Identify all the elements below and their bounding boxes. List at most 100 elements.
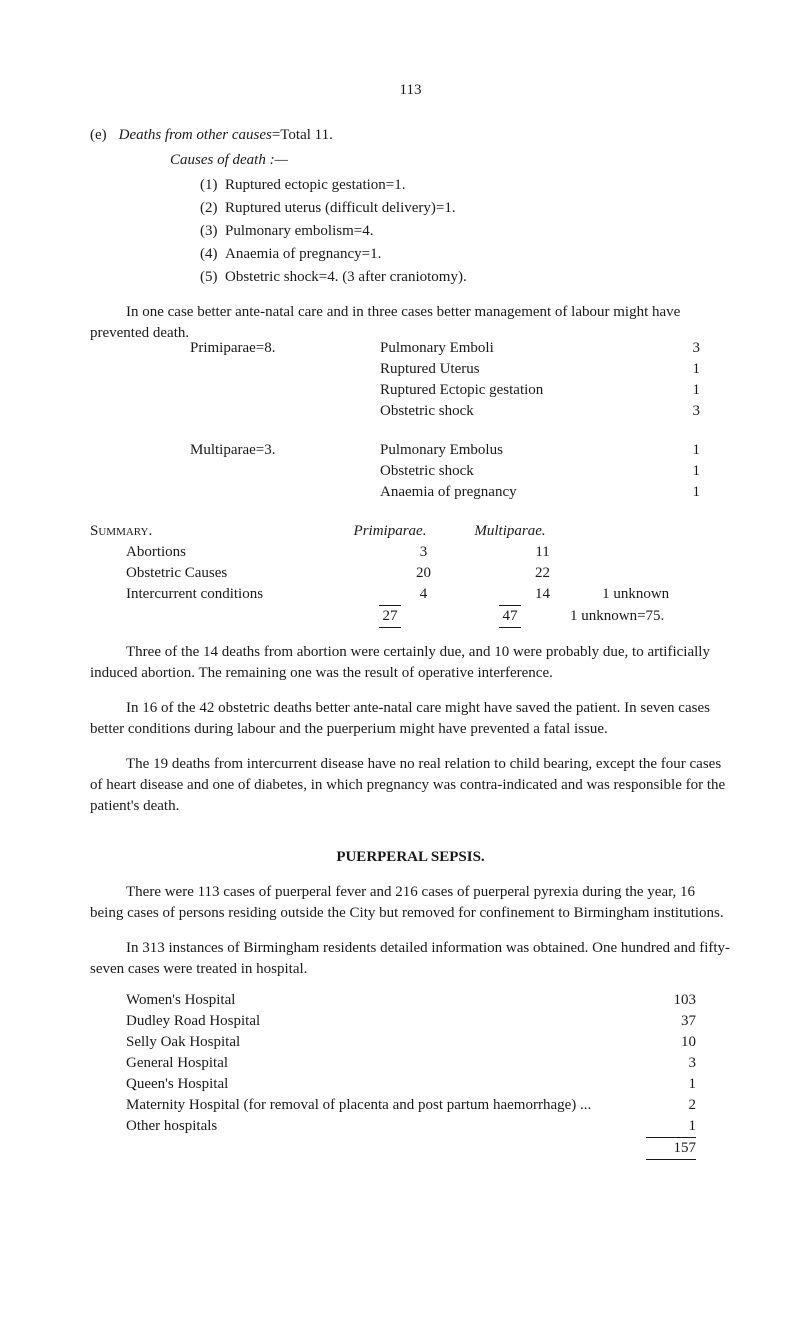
paragraph: Three of the 14 deaths from abortion wer… (90, 642, 731, 684)
para-text: In one case better ante-natal care and i… (90, 304, 680, 341)
paragraph: The 19 deaths from intercurrent disease … (90, 754, 731, 817)
paragraph: In 16 of the 42 obstetric deaths better … (90, 698, 731, 740)
group-label: Multiparae=3. (190, 440, 380, 461)
table-row: Ruptured Uterus 1 (190, 359, 731, 380)
rule (499, 627, 521, 628)
table-row: General Hospital3 (126, 1053, 731, 1074)
summary-label: Summary. (90, 521, 330, 542)
paragraph: In 313 instances of Birmingham residents… (90, 938, 731, 980)
hospital-name: General Hospital (126, 1053, 646, 1074)
item-text: Pulmonary embolism=4. (225, 223, 373, 239)
hospital-val: 1 (646, 1116, 696, 1137)
col-primiparae: Primiparae. (330, 521, 450, 542)
cause-label: Pulmonary Emboli (380, 338, 660, 359)
hospital-val: 3 (646, 1053, 696, 1074)
hospital-name: Queen's Hospital (126, 1074, 646, 1095)
table-row: Women's Hospital103 (126, 990, 731, 1011)
item-num: (3) (200, 223, 218, 239)
group-label: Primiparae=8. (190, 338, 380, 359)
cause-label: Ruptured Uterus (380, 359, 660, 380)
row-name: Intercurrent conditions (126, 584, 364, 605)
cause-label: Anaemia of pregnancy (380, 482, 660, 503)
cause-val: 3 (660, 338, 700, 359)
rule (646, 1159, 696, 1160)
cause-val: 1 (660, 359, 700, 380)
row-val: 22 (483, 563, 602, 584)
hospital-name: Other hospitals (126, 1116, 646, 1137)
row-note: 1 unknown (602, 584, 731, 605)
paragraph: There were 113 cases of puerperal fever … (90, 882, 731, 924)
row-name: Abortions (126, 542, 364, 563)
primiparae-table: Primiparae=8. Pulmonary Emboli 3 Rupture… (190, 338, 731, 422)
item-text: Anaemia of pregnancy=1. (225, 246, 381, 262)
hospital-table: Women's Hospital103 Dudley Road Hospital… (126, 990, 731, 1160)
total-val: 47 (450, 606, 570, 627)
col-multiparae: Multiparae. (450, 521, 570, 542)
list-item: (2) Ruptured uterus (difficult delivery)… (200, 198, 731, 219)
cause-val: 1 (660, 461, 700, 482)
rule-row (90, 627, 731, 628)
item-num: (1) (200, 177, 218, 193)
hospital-name: Maternity Hospital (for removal of place… (126, 1095, 646, 1116)
table-row: Selly Oak Hospital10 (126, 1032, 731, 1053)
row-val: 3 (364, 542, 483, 563)
multiparae-table: Multiparae=3. Pulmonary Embolus 1 Obstet… (190, 440, 731, 503)
list-item: (5) Obstetric shock=4. (3 after cranioto… (200, 267, 731, 288)
total-row: 27 47 1 unknown=75. (90, 606, 731, 627)
section-e-label: (e) (90, 125, 107, 146)
hospital-total: 157 (646, 1138, 696, 1159)
row-note (602, 542, 731, 563)
item-num: (5) (200, 269, 218, 285)
total-val: 27 (330, 606, 450, 627)
section-e: (e) Deaths from other causes=Total 11. (90, 125, 731, 146)
rule (379, 627, 401, 628)
table-row: Obstetric Causes 20 22 (90, 563, 731, 584)
item-num: (2) (200, 200, 218, 216)
hospital-val: 1 (646, 1074, 696, 1095)
item-text: Ruptured uterus (difficult delivery)=1. (225, 200, 456, 216)
table-row: Obstetric shock 3 (190, 401, 731, 422)
table-row: Ruptured Ectopic gestation 1 (190, 380, 731, 401)
hospital-val: 2 (646, 1095, 696, 1116)
summary-table: Summary. Primiparae. Multiparae. Abortio… (90, 521, 731, 628)
causes-of-death-label: Causes of death :— (170, 150, 731, 171)
hospital-val: 103 (646, 990, 696, 1011)
hospital-val: 37 (646, 1011, 696, 1032)
list-item: (4) Anaemia of pregnancy=1. (200, 244, 731, 265)
page-number: 113 (90, 80, 731, 101)
row-note (602, 563, 731, 584)
hospital-name: Dudley Road Hospital (126, 1011, 646, 1032)
hospital-name: Women's Hospital (126, 990, 646, 1011)
row-val: 14 (483, 584, 602, 605)
cause-label: Obstetric shock (380, 461, 660, 482)
list-item: (1) Ruptured ectopic gestation=1. (200, 175, 731, 196)
summary-header: Summary. Primiparae. Multiparae. (90, 521, 731, 542)
heading-puerperal: PUERPERAL SEPSIS. (90, 847, 731, 868)
total-note: 1 unknown=75. (570, 606, 700, 627)
table-row: Dudley Road Hospital37 (126, 1011, 731, 1032)
item-num: (4) (200, 246, 218, 262)
row-name: Obstetric Causes (126, 563, 364, 584)
section-e-title: Deaths from other causes=Total 11. (119, 125, 333, 146)
cause-val: 1 (660, 380, 700, 401)
table-row: Obstetric shock 1 (190, 461, 731, 482)
section-e-title-rest: =Total 11. (272, 127, 333, 143)
list-item: (3) Pulmonary embolism=4. (200, 221, 731, 242)
cause-label: Obstetric shock (380, 401, 660, 422)
cause-label: Pulmonary Embolus (380, 440, 660, 461)
row-val: 11 (483, 542, 602, 563)
cause-val: 1 (660, 482, 700, 503)
causes-list: (1) Ruptured ectopic gestation=1. (2) Ru… (200, 175, 731, 288)
cause-val: 1 (660, 440, 700, 461)
table-row: Intercurrent conditions 4 14 1 unknown (90, 584, 731, 605)
section-e-title-italic: Deaths from other causes (119, 127, 272, 143)
cause-val: 3 (660, 401, 700, 422)
table-row: Multiparae=3. Pulmonary Embolus 1 (190, 440, 731, 461)
cause-label: Ruptured Ectopic gestation (380, 380, 660, 401)
table-row: Abortions 3 11 (90, 542, 731, 563)
item-text: Obstetric shock=4. (3 after craniotomy). (225, 269, 467, 285)
table-row: Primiparae=8. Pulmonary Emboli 3 (190, 338, 731, 359)
item-text: Ruptured ectopic gestation=1. (225, 177, 406, 193)
table-row: Anaemia of pregnancy 1 (190, 482, 731, 503)
total-row: 157 (126, 1138, 731, 1159)
